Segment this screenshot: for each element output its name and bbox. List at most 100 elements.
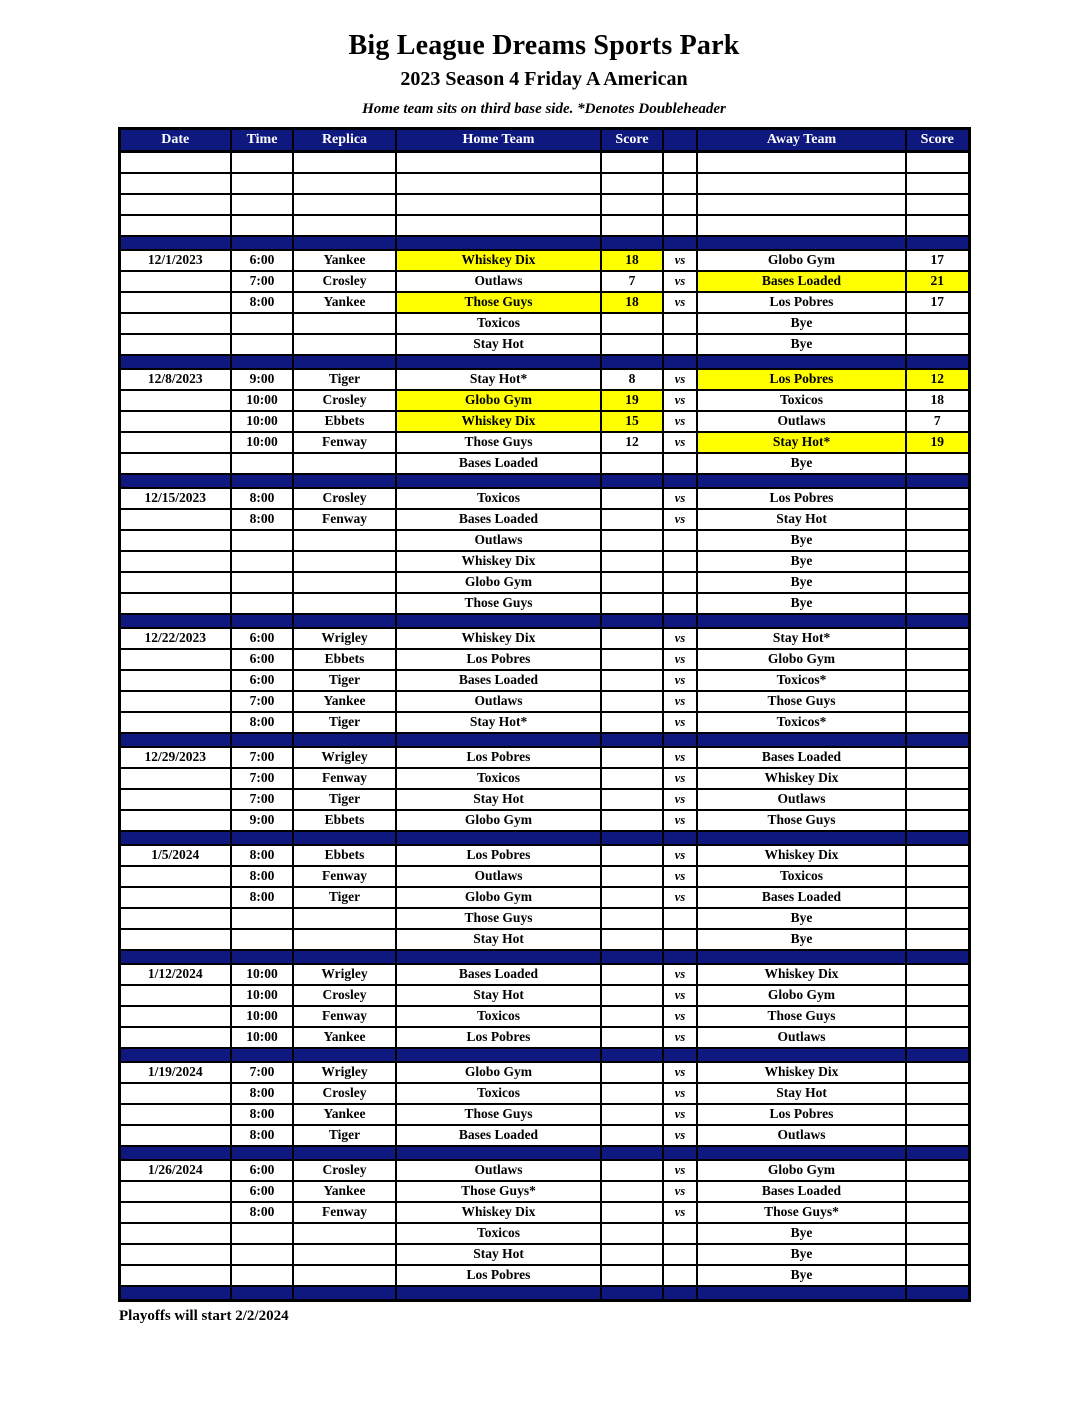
cell-replica: Crosley	[292, 984, 397, 1007]
cell-home-team: Toxicos	[395, 487, 602, 510]
cell-home-team	[395, 172, 602, 195]
cell-home-team: Bases Loaded	[395, 452, 602, 475]
cell-replica: Tiger	[292, 788, 397, 811]
game-row: Toxicos Bye	[118, 312, 970, 335]
game-row: 10:00 Fenway Toxicos vs Those Guys	[118, 1005, 970, 1028]
separator-cell	[118, 613, 232, 629]
separator-row	[118, 949, 970, 965]
separator-cell	[230, 949, 294, 965]
cell-away-team: Stay Hot*	[696, 431, 907, 454]
cell-time: 8:00	[230, 1103, 294, 1126]
cell-replica: Fenway	[292, 1005, 397, 1028]
cell-date: 12/15/2023	[118, 487, 232, 510]
game-row: 10:00 Crosley Stay Hot vs Globo Gym	[118, 984, 970, 1007]
cell-away-team: Los Pobres	[696, 368, 907, 391]
separator-cell	[395, 949, 602, 965]
empty-row	[118, 214, 970, 237]
cell-away-score: 17	[905, 291, 970, 314]
cell-home-team: Those Guys*	[395, 1180, 602, 1203]
cell-time	[230, 592, 294, 615]
separator-cell	[662, 473, 698, 489]
cell-date: 12/22/2023	[118, 627, 232, 650]
cell-home-score	[600, 1159, 664, 1182]
cell-vs: vs	[662, 487, 698, 510]
cell-home-score	[600, 746, 664, 769]
cell-date	[118, 1026, 232, 1049]
cell-home-score	[600, 1180, 664, 1203]
cell-replica: Tiger	[292, 669, 397, 692]
cell-vs: vs	[662, 410, 698, 433]
cell-vs: vs	[662, 809, 698, 832]
cell-away-team: Those Guys	[696, 690, 907, 713]
cell-away-score	[905, 844, 970, 867]
cell-away-team: Outlaws	[696, 788, 907, 811]
game-row: Los Pobres Bye	[118, 1264, 970, 1287]
cell-home-team: Stay Hot	[395, 928, 602, 951]
separator-cell	[696, 354, 907, 370]
cell-date	[118, 529, 232, 552]
empty-row	[118, 172, 970, 195]
cell-time: 8:00	[230, 844, 294, 867]
cell-away-team: Los Pobres	[696, 487, 907, 510]
cell-home-team	[395, 214, 602, 237]
separator-cell	[292, 354, 397, 370]
cell-away-score	[905, 1082, 970, 1105]
cell-home-score	[600, 508, 664, 531]
cell-vs	[662, 907, 698, 930]
separator-cell	[230, 1285, 294, 1302]
cell-home-score: 12	[600, 431, 664, 454]
cell-date: 1/12/2024	[118, 963, 232, 986]
separator-cell	[600, 1145, 664, 1161]
cell-home-score	[600, 1082, 664, 1105]
separator-cell	[395, 613, 602, 629]
game-row: Toxicos Bye	[118, 1222, 970, 1245]
separator-cell	[662, 354, 698, 370]
cell-home-team: Globo Gym	[395, 809, 602, 832]
cell-replica: Yankee	[292, 249, 397, 272]
separator-row	[118, 235, 970, 251]
cell-away-score	[905, 809, 970, 832]
cell-away-team: Globo Gym	[696, 1159, 907, 1182]
cell-home-team: Those Guys	[395, 291, 602, 314]
separator-cell	[230, 235, 294, 251]
cell-replica: Tiger	[292, 1124, 397, 1147]
separator-cell	[230, 1047, 294, 1063]
cell-away-team: Stay Hot*	[696, 627, 907, 650]
separator-cell	[395, 354, 602, 370]
cell-home-team: Globo Gym	[395, 886, 602, 909]
separator-cell	[696, 1285, 907, 1302]
cell-vs: vs	[662, 844, 698, 867]
cell-home-team: Those Guys	[395, 1103, 602, 1126]
game-row: Bases Loaded Bye	[118, 452, 970, 475]
cell-home-score	[600, 928, 664, 951]
cell-home-team: Los Pobres	[395, 844, 602, 867]
game-row: 6:00 Tiger Bases Loaded vs Toxicos*	[118, 669, 970, 692]
cell-vs: vs	[662, 627, 698, 650]
cell-replica: Ebbets	[292, 648, 397, 671]
cell-date: 12/1/2023	[118, 249, 232, 272]
cell-home-score	[600, 312, 664, 335]
cell-vs: vs	[662, 1124, 698, 1147]
separator-cell	[662, 235, 698, 251]
cell-vs: vs	[662, 368, 698, 391]
cell-vs: vs	[662, 431, 698, 454]
cell-home-team: Outlaws	[395, 529, 602, 552]
cell-date: 1/26/2024	[118, 1159, 232, 1182]
cell-away-score	[905, 627, 970, 650]
cell-home-team: Stay Hot*	[395, 711, 602, 734]
cell-away-team: Globo Gym	[696, 249, 907, 272]
cell-away-score	[905, 1103, 970, 1126]
game-row: 12/22/2023 6:00 Wrigley Whiskey Dix vs Stay H…	[118, 627, 970, 650]
cell-home-score: 18	[600, 249, 664, 272]
cell-date	[118, 1005, 232, 1028]
cell-replica: Crosley	[292, 270, 397, 293]
cell-vs	[662, 1264, 698, 1287]
cell-vs: vs	[662, 865, 698, 888]
cell-time: 8:00	[230, 508, 294, 531]
cell-away-score	[905, 1222, 970, 1245]
separator-cell	[118, 1285, 232, 1302]
cell-home-team: Stay Hot*	[395, 368, 602, 391]
game-row: 7:00 Fenway Toxicos vs Whiskey Dix	[118, 767, 970, 790]
cell-away-score	[905, 452, 970, 475]
game-row: 1/12/2024 10:00 Wrigley Bases Loaded vs Whisk…	[118, 963, 970, 986]
